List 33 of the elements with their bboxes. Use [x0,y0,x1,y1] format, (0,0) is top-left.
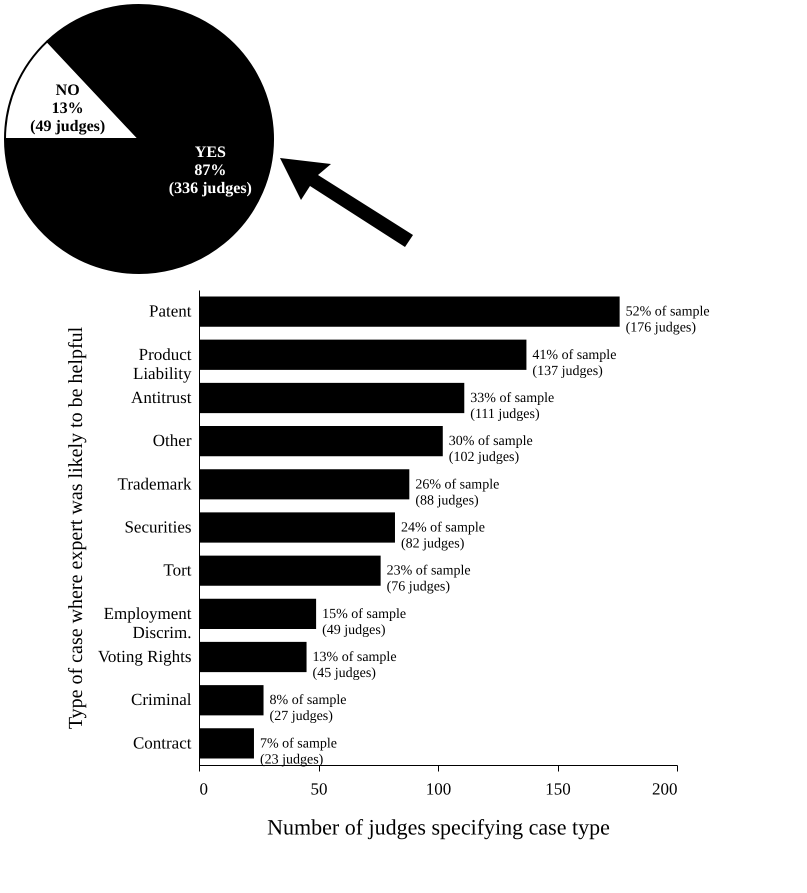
y-tick-label: Antitrust [131,388,192,407]
x-tick-label: 150 [545,780,571,798]
data-label: 24% of sample (82 judges) [400,520,485,552]
y-tick-label: Product Liability [132,344,192,383]
y-tick-label: Patent [149,302,192,321]
y-tick-label: Voting Rights [98,647,192,666]
data-label: 15% of sample (49 judges) [322,606,406,638]
data-label: 13% of sample (45 judges) [312,650,397,682]
y-tick-label: Securities [124,518,192,536]
x-tick-label: 0 [200,780,208,798]
slice-label: NO [56,82,80,100]
x-tick-label: 100 [426,780,452,798]
data-label: 26% of sample (88 judges) [415,477,500,508]
y-tick-label: Contract [132,733,192,752]
data-label: 23% of sample (76 judges) [386,564,471,595]
y-tick-label: Tort [163,560,192,580]
data-label: 33% of sample (111 judges) [470,390,554,422]
data-label: 8% of sample (27 judges) [270,693,347,724]
data-label: 87% (336 judges) [168,162,252,197]
x-tick-label: 200 [652,780,678,798]
x-tick-label: 50 [310,780,328,798]
data-label: 30% of sample (102 judges) [448,434,533,466]
data-label: 13% (49 judges) [30,100,106,136]
slice-label: YES [194,144,226,161]
y-axis-title: Type of case where expert was likely to be helpful [64,326,87,730]
data-label: 41% of sample (137 judges) [532,348,616,379]
x-axis-title: Number of judges specifying case type [267,814,610,840]
y-tick-label: Criminal [131,690,192,710]
y-tick-label: Employment Discrim. [104,604,192,642]
y-tick-label: Other [152,431,192,450]
y-tick-label: Trademark [118,474,192,494]
data-label: 7% of sample (23 judges) [260,736,337,768]
data-label: 52% of sample (176 judges) [626,304,710,336]
